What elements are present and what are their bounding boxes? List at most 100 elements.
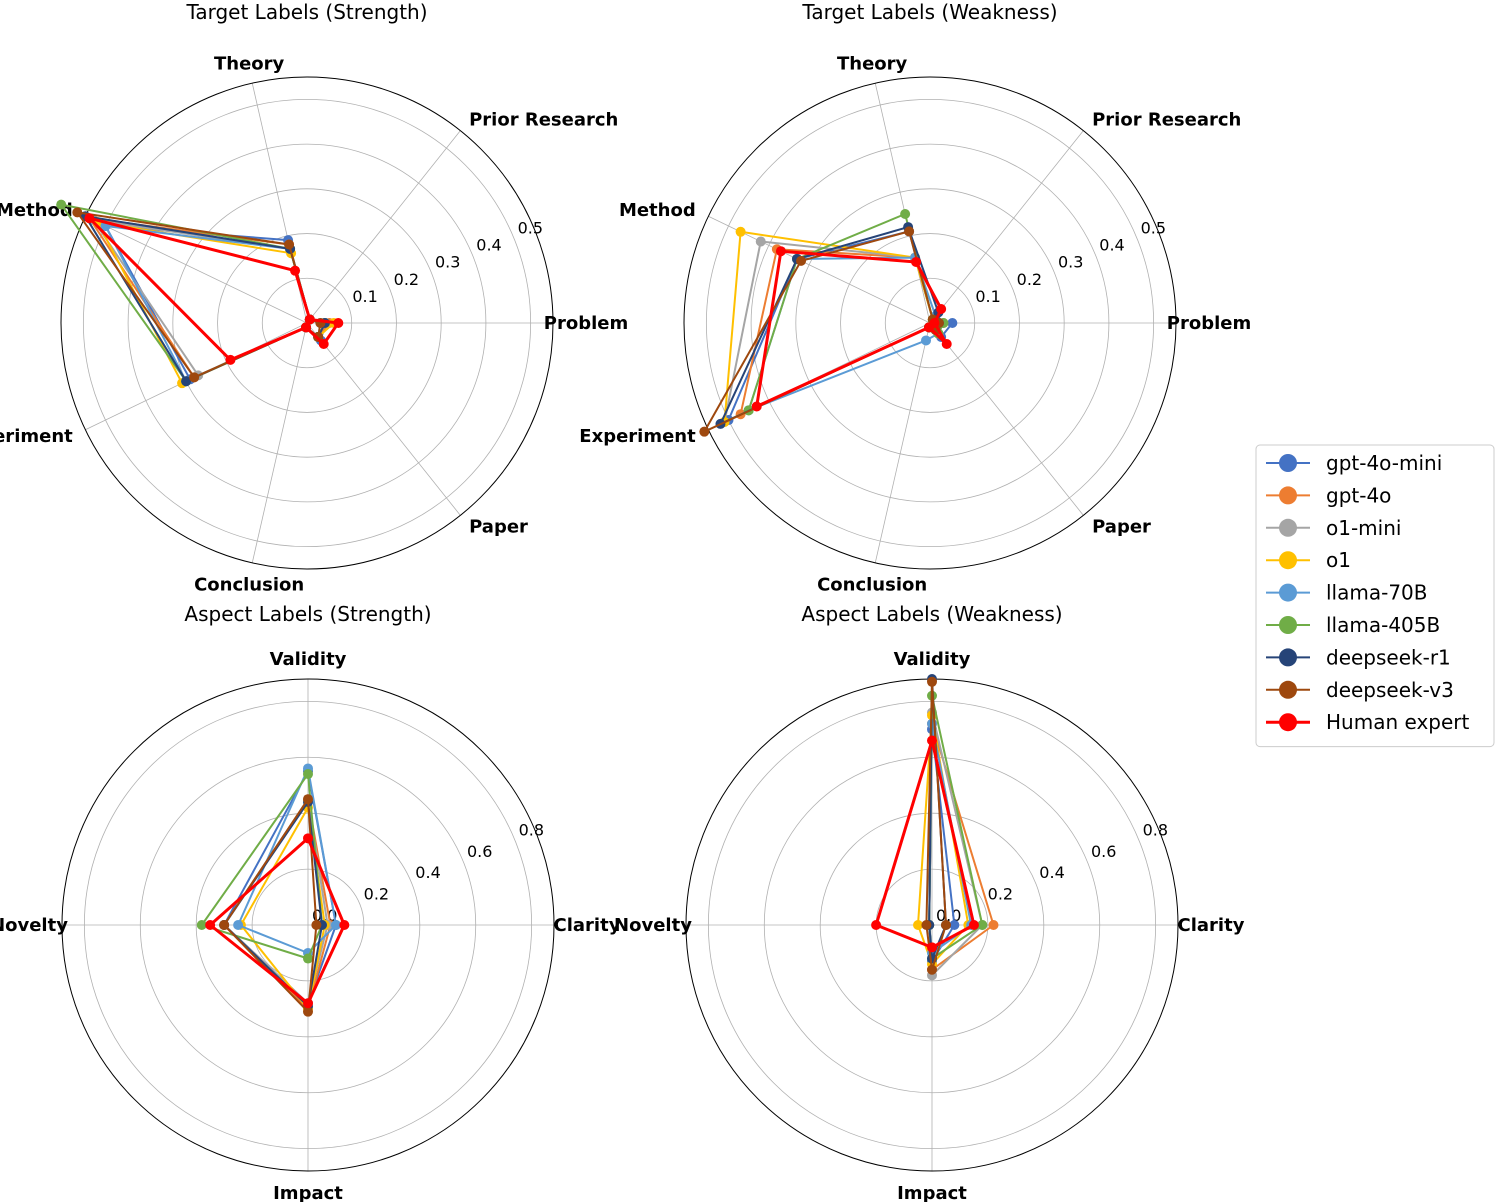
data-point [751, 401, 762, 412]
data-point [775, 246, 786, 257]
data-point [84, 213, 95, 224]
radar-chart-target-labels-weakness: Target Labels (Weakness) 0.1 0.2 0.3 0.4 0.5 P… [579, 0, 1251, 595]
grid-spoke [874, 322, 931, 563]
data-point [921, 920, 932, 930]
tick-label: 0.3 [1058, 253, 1083, 272]
legend-label: o1-mini [1326, 516, 1401, 540]
legend-item-llama-405b: llama-405B [1266, 613, 1440, 637]
grid-spoke [929, 322, 1084, 516]
series-human-expert [205, 833, 350, 1009]
data-point [755, 236, 766, 247]
axis-label-clarity: Clarity [554, 915, 621, 936]
axis-label-method: Method [0, 200, 73, 221]
data-point [303, 769, 313, 780]
tick-label: 0.2 [1017, 270, 1042, 289]
tick-label: 0.4 [1039, 863, 1064, 882]
tick-label: 0.4 [1099, 236, 1124, 255]
data-point [233, 920, 244, 930]
data-point [941, 338, 952, 349]
series-human-expert [84, 213, 344, 365]
data-point [699, 426, 710, 437]
data-point [871, 920, 882, 930]
data-point [924, 322, 935, 333]
data-point [196, 920, 207, 930]
data-point [318, 338, 329, 349]
tick-label: 0.4 [415, 863, 440, 882]
legend-marker [1279, 713, 1297, 732]
axis-label-impact: Impact [897, 1183, 967, 1202]
data-point [977, 920, 988, 930]
radar-chart-aspect-labels-strength: Aspect Labels (Strength)0.00.20.40.60.8C… [0, 602, 621, 1202]
legend-item-gpt-4o-mini: gpt-4o-mini [1266, 451, 1442, 475]
axis-label-validity: Validity [270, 649, 347, 670]
axis-label-problem: Problem [544, 313, 628, 334]
legend-item-o1-mini: o1-mini [1266, 516, 1401, 540]
radar-chart-aspect-labels-weakness: Aspect Labels (Weakness)0.00.20.40.60.8C… [614, 602, 1245, 1202]
grid-spoke [306, 130, 461, 324]
tick-label: 0.8 [519, 820, 544, 839]
tick-label: 0.2 [364, 885, 389, 904]
axis-label-theory: Theory [214, 54, 285, 75]
data-point [72, 207, 83, 218]
axis-label-validity: Validity [894, 649, 971, 670]
axis-label-experiment: Experiment [0, 426, 73, 447]
data-point [225, 354, 236, 365]
legend-label: o1 [1326, 548, 1351, 572]
legend-item-deepseek-r1: deepseek-r1 [1266, 645, 1451, 669]
data-point [911, 256, 922, 267]
data-point [735, 226, 746, 237]
legend-item-deepseek-v3: deepseek-v3 [1266, 678, 1454, 702]
legend-label: deepseek-v3 [1326, 678, 1454, 702]
tick-label: 0.6 [1091, 842, 1116, 861]
outer-frame [61, 678, 555, 1172]
data-point [339, 920, 350, 930]
data-point [927, 942, 937, 953]
axis-label-paper: Paper [469, 516, 528, 537]
axis-label-experiment: Experiment [579, 426, 696, 447]
tick-label: 0.1 [975, 287, 1000, 306]
data-point [290, 265, 301, 276]
data-point [927, 735, 937, 746]
grid-spoke [708, 215, 931, 324]
data-point [303, 833, 313, 844]
data-point [936, 304, 947, 315]
legend-marker [1279, 518, 1297, 537]
legend-marker [1279, 583, 1297, 602]
data-point [968, 920, 979, 930]
data-point [205, 920, 216, 930]
data-point [181, 376, 192, 387]
series-line [223, 798, 318, 1013]
data-point [333, 318, 344, 328]
data-point [301, 322, 312, 333]
series-line [739, 248, 945, 416]
series-human-expert [751, 246, 952, 412]
data-point [921, 335, 932, 346]
grid-spoke [874, 83, 931, 324]
legend-item-human-expert: Human expert [1266, 710, 1469, 734]
data-point [940, 920, 951, 930]
charts-layer: Target Labels (Strength) 0.1 0.2 0.3 0.4 0.5 P… [0, 0, 1251, 1202]
axis-label-prior-research: Prior Research [1092, 110, 1241, 131]
axis-label-paper: Paper [1092, 516, 1151, 537]
legend-label: gpt-4o [1326, 483, 1391, 507]
data-point [303, 1006, 313, 1017]
data-point [947, 318, 958, 328]
series-gpt-4o-mini [100, 220, 330, 385]
tick-label: 0.2 [394, 270, 419, 289]
chart-title: Aspect Labels (Weakness) [801, 602, 1062, 626]
tick-label: 0.4 [476, 236, 501, 255]
radar-chart-target-labels-strength: Target Labels (Strength) 0.1 0.2 0.3 0.4 0.5 P… [0, 0, 628, 595]
series-line [96, 221, 335, 385]
axis-label-conclusion: Conclusion [817, 574, 927, 595]
tick-label: 0.5 [518, 218, 543, 237]
legend-item-llama-70b: llama-70B [1266, 581, 1428, 605]
data-point [311, 920, 322, 930]
legend-label: gpt-4o-mini [1326, 451, 1442, 475]
legend-frame [1255, 444, 1495, 748]
axis-label-novelty: Novelty [0, 915, 68, 936]
data-point [900, 208, 911, 219]
legend: gpt-4o-mini gpt-4o o1-mini o1 llama-70B llama… [1255, 444, 1495, 748]
axis-label-clarity: Clarity [1178, 915, 1245, 936]
data-point [904, 226, 915, 237]
